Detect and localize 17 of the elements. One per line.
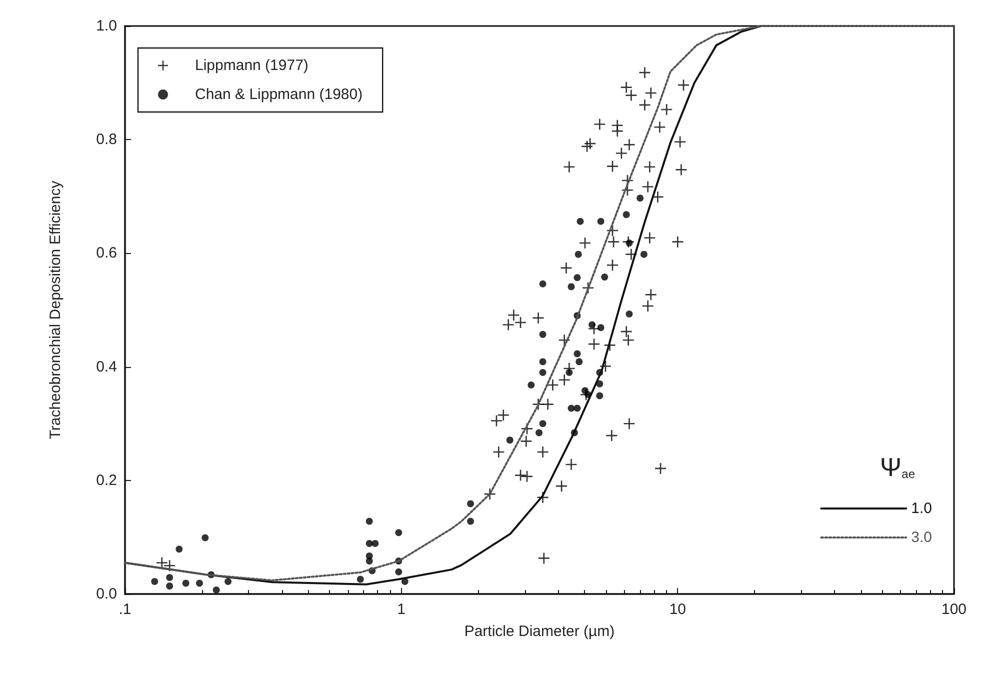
legend-title: Ψae — [880, 452, 916, 482]
legend-label: Lippmann (1977) — [195, 57, 308, 74]
x-tick-label: 100 — [941, 601, 967, 618]
y-axis-title: Tracheobronchial Deposition Efficiency — [47, 180, 64, 440]
text: 3.0 — [911, 529, 932, 546]
y-tick-label: 0.2 — [96, 472, 117, 489]
x-tick-label: 1 — [397, 601, 406, 618]
x-tick-label: .1 — [118, 601, 132, 618]
y-tick-label: 0.6 — [96, 244, 117, 262]
text: 1.0 — [911, 500, 932, 517]
legend-label: Chan & Lippmann (1980) — [195, 86, 363, 103]
x-tick-label: 10 — [669, 601, 686, 618]
y-tick-label: 0.8 — [96, 131, 117, 148]
y-tick-label: 1.0 — [96, 18, 117, 34]
x-axis-title: Particle Diameter (µm) — [464, 623, 615, 640]
y-tick-label: 0.4 — [96, 358, 117, 376]
y-tick-label: 0.0 — [96, 586, 117, 602]
